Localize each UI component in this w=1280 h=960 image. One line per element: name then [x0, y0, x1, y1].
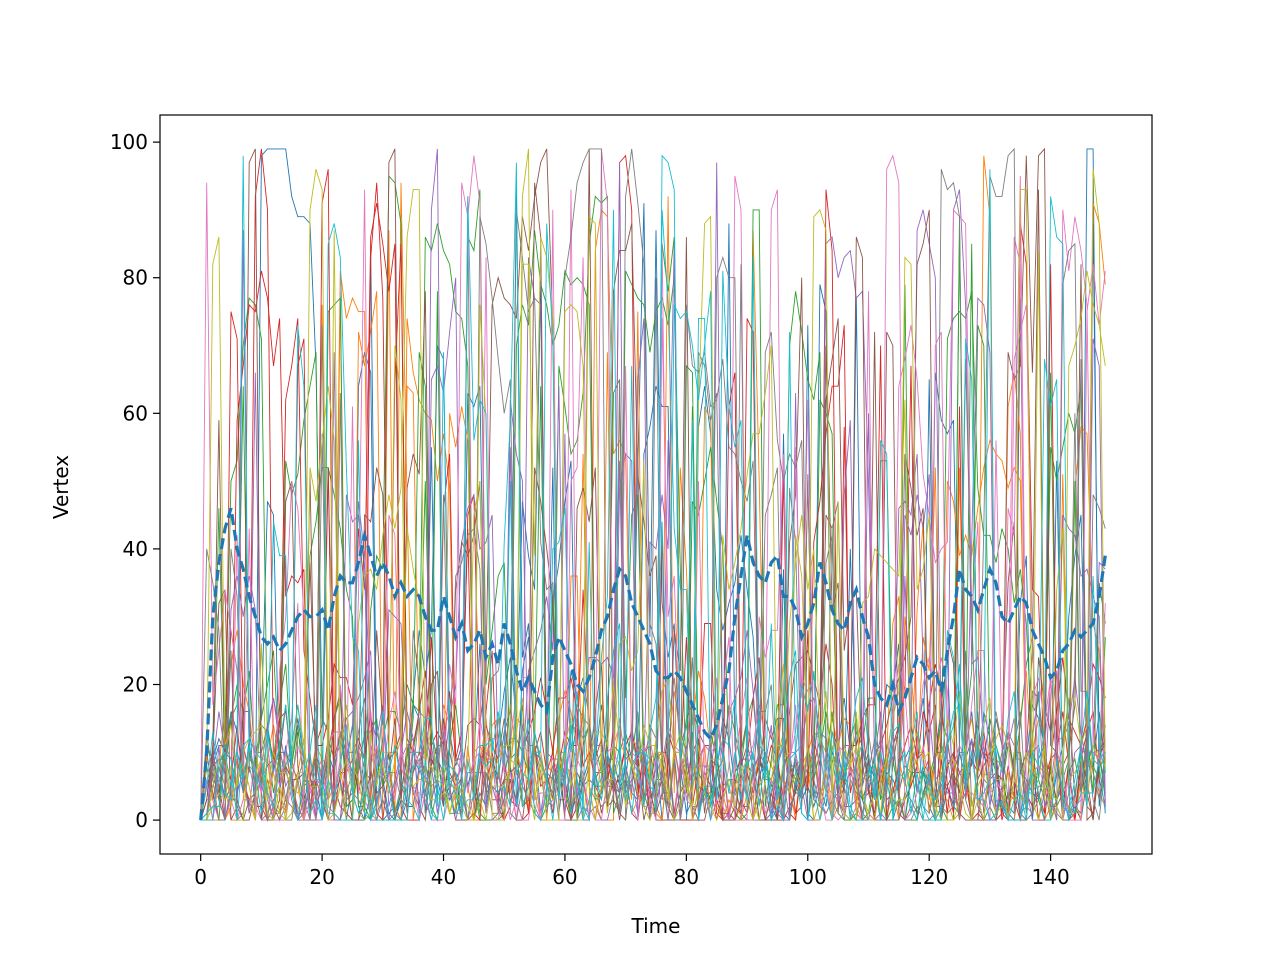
x-tick-label: 120: [910, 865, 948, 889]
background-series-line: [200, 169, 1106, 822]
background-series-line: [200, 155, 1106, 822]
background-series-line: [200, 154, 1106, 822]
x-tick-label: 140: [1032, 865, 1070, 889]
background-series-line: [200, 169, 1106, 821]
x-tick-label: 80: [674, 865, 699, 889]
y-tick-label: 20: [123, 673, 148, 697]
plot-frame: [159, 114, 1153, 855]
y-axis: 0 20 40 60 80 100: [110, 130, 160, 832]
x-axis: 0 20 40 60 80 100 120 140: [194, 854, 1070, 889]
x-tick-label: 0: [194, 865, 207, 889]
y-tick-label: 80: [123, 266, 148, 290]
background-series-group: [200, 147, 1106, 822]
x-tick-label: 100: [789, 865, 827, 889]
mean-series-line: [199, 507, 1107, 821]
x-axis-label: Time: [631, 914, 681, 938]
y-tick-label: 60: [123, 401, 148, 425]
x-tick-label: 20: [309, 865, 334, 889]
background-series-line: [200, 147, 1106, 822]
x-tick-label: 40: [431, 865, 456, 889]
background-series-line: [200, 148, 1106, 821]
y-tick-label: 40: [123, 537, 148, 561]
y-axis-label: Vertex: [49, 455, 73, 519]
background-series-line: [200, 148, 1106, 822]
mean-series-group: [199, 507, 1107, 821]
y-tick-label: 100: [110, 130, 148, 154]
y-tick-label: 0: [135, 808, 148, 832]
background-series-line: [200, 148, 1106, 822]
x-tick-label: 60: [552, 865, 577, 889]
